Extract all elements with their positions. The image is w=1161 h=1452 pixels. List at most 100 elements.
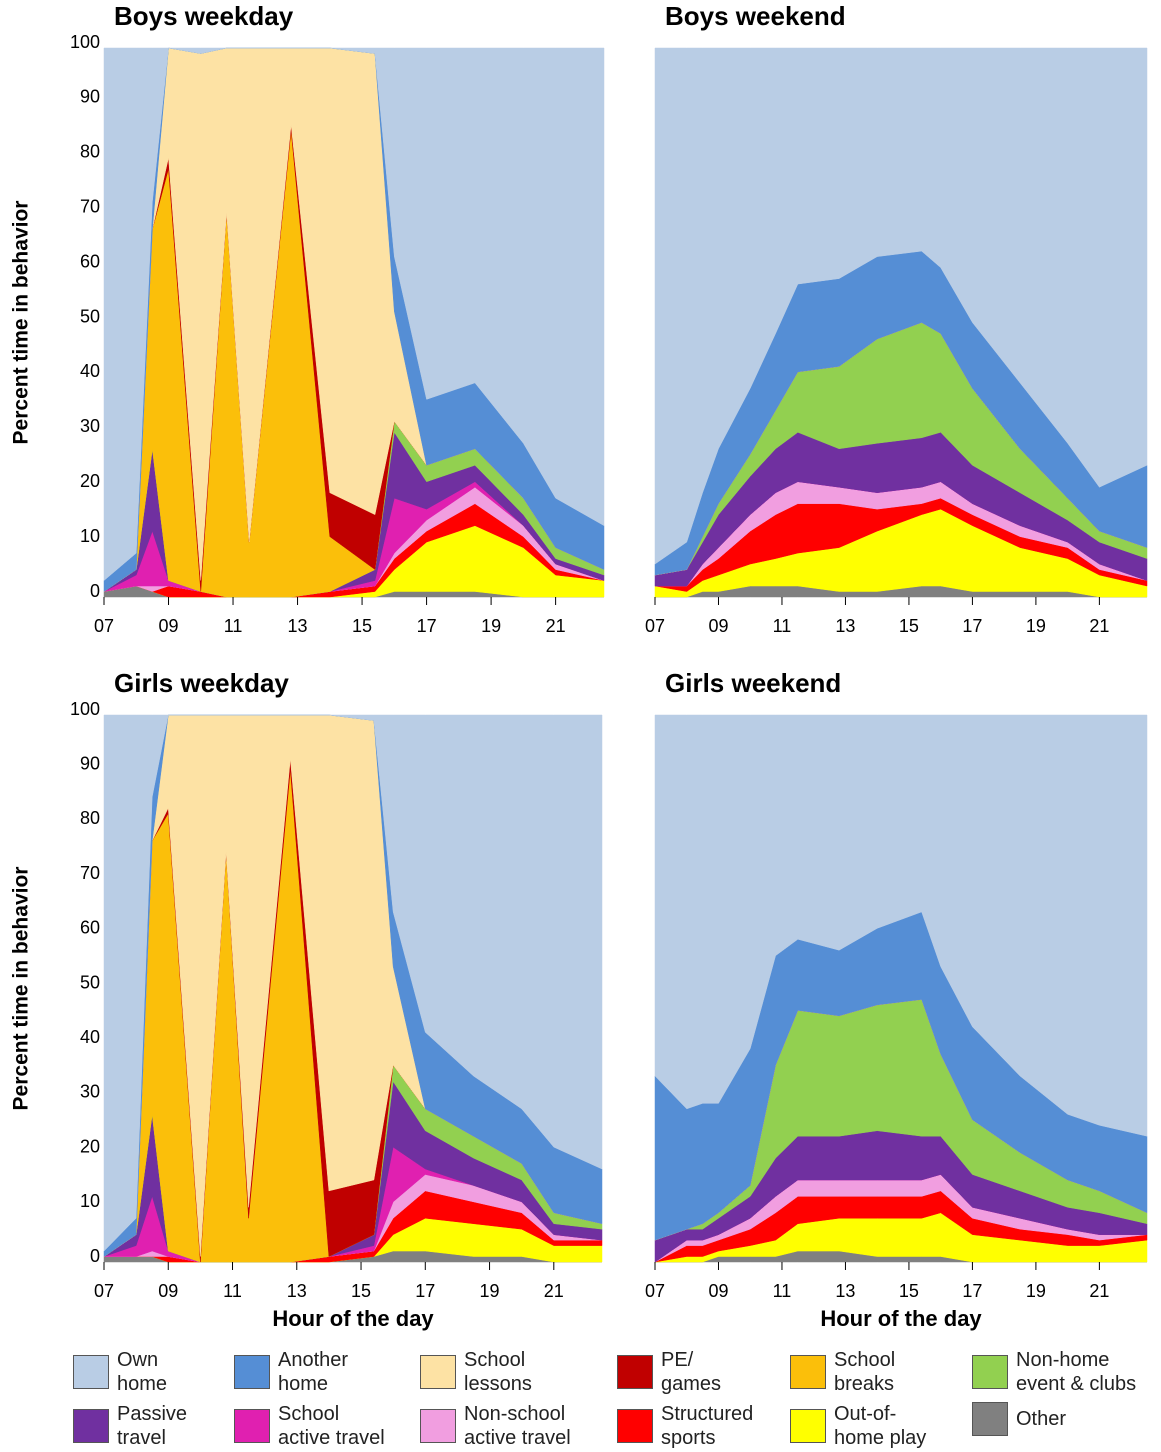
legend-item: School lessons — [420, 1348, 532, 1396]
y-tick-label: 60 — [80, 918, 100, 938]
x-tick-label: 21 — [544, 1281, 564, 1301]
x-tick-label: 09 — [159, 616, 179, 636]
legend-label: Structured sports — [661, 1403, 754, 1449]
y-tick-label: 50 — [80, 972, 100, 992]
legend-label: Own home — [117, 1349, 168, 1395]
legend-swatch — [73, 1355, 109, 1389]
y-tick-label: 10 — [80, 1191, 100, 1211]
x-tick-label: 13 — [288, 616, 308, 636]
y-tick-label: 30 — [80, 1082, 100, 1102]
legend-swatch — [617, 1409, 653, 1443]
legend-item: Non-school active travel — [420, 1402, 571, 1450]
legend-swatch — [790, 1355, 826, 1389]
x-tick-label: 19 — [1026, 616, 1046, 636]
y-tick-label: 40 — [80, 1027, 100, 1047]
y-axis-label: Percent time in behavior — [10, 867, 33, 1111]
chart-title: Girls weekend — [665, 668, 841, 698]
x-tick-label: 21 — [1089, 616, 1109, 636]
x-axis-label: Hour of the day — [272, 1306, 434, 1331]
x-tick-label: 17 — [415, 1281, 435, 1301]
legend-label: School breaks — [834, 1349, 896, 1395]
y-tick-label: 0 — [90, 581, 100, 601]
y-tick-label: 0 — [90, 1246, 100, 1266]
area — [103, 714, 603, 1252]
y-tick-label: 90 — [80, 87, 100, 107]
x-tick-label: 19 — [480, 1281, 500, 1301]
x-tick-label: 15 — [899, 1281, 919, 1301]
y-tick-label: 80 — [80, 142, 100, 162]
legend-swatch — [972, 1355, 1008, 1389]
y-tick-label: 50 — [80, 306, 100, 326]
legend-item: School active travel — [234, 1402, 385, 1450]
legend-swatch — [73, 1409, 109, 1443]
x-tick-label: 15 — [352, 616, 372, 636]
x-tick-label: 07 — [645, 616, 665, 636]
area — [654, 47, 1148, 565]
y-tick-label: 90 — [80, 753, 100, 773]
chart-title: Boys weekday — [114, 1, 294, 31]
legend-item: Out-of- home play — [790, 1402, 926, 1450]
legend-item: School breaks — [790, 1348, 895, 1396]
legend-item: Own home — [73, 1348, 167, 1396]
legend-swatch — [972, 1402, 1008, 1436]
legend-item: PE/ games — [617, 1348, 721, 1396]
y-tick-label: 40 — [80, 361, 100, 381]
legend-item: Non-home event & clubs — [972, 1348, 1136, 1396]
x-axis-label: Hour of the day — [820, 1306, 982, 1331]
y-tick-label: 100 — [70, 699, 100, 719]
legend-swatch — [234, 1409, 270, 1443]
chart-title: Boys weekend — [665, 1, 846, 31]
x-tick-label: 13 — [835, 616, 855, 636]
legend-item: Another home — [234, 1348, 348, 1396]
x-tick-label: 17 — [962, 1281, 982, 1301]
y-tick-label: 70 — [80, 863, 100, 883]
legend-label: Passive travel — [117, 1403, 188, 1449]
y-tick-label: 60 — [80, 251, 100, 271]
legend-swatch — [420, 1409, 456, 1443]
x-tick-label: 09 — [158, 1281, 178, 1301]
legend-item: Structured sports — [617, 1402, 753, 1450]
x-tick-label: 07 — [94, 616, 114, 636]
charts: Boys weekday 07 09 11 13 15 17 19 21 0 10 20 30 40 50 6… — [10, 1, 1148, 1331]
legend-swatch — [790, 1409, 826, 1443]
x-tick-label: 11 — [224, 616, 243, 636]
legend-label: Other — [1016, 1408, 1067, 1430]
x-tick-label: 19 — [1026, 1281, 1046, 1301]
x-tick-label: 17 — [417, 616, 437, 636]
legend-swatch — [420, 1355, 456, 1389]
x-tick-label: 19 — [481, 616, 501, 636]
legend-label: Non-home event & clubs — [1016, 1349, 1137, 1395]
x-tick-label: 17 — [962, 616, 982, 636]
y-tick-label: 30 — [80, 416, 100, 436]
y-tick-label: 70 — [80, 196, 100, 216]
x-tick-label: 09 — [708, 1281, 728, 1301]
x-tick-label: 13 — [287, 1281, 307, 1301]
x-tick-label: 15 — [351, 1281, 371, 1301]
legend-swatch — [617, 1355, 653, 1389]
legend-label: Non-school active travel — [464, 1403, 571, 1449]
area — [103, 47, 605, 582]
legend-item: Passive travel — [73, 1402, 187, 1450]
legend-swatch — [234, 1355, 270, 1389]
y-tick-label: 100 — [70, 32, 100, 52]
chart-title: Girls weekday — [114, 668, 289, 698]
y-tick-label: 20 — [80, 471, 100, 491]
legend-label: School lessons — [464, 1349, 532, 1395]
legend-label: School active travel — [278, 1403, 385, 1449]
x-tick-label: 21 — [546, 616, 566, 636]
x-tick-label: 15 — [899, 616, 919, 636]
x-tick-label: 21 — [1089, 1281, 1109, 1301]
x-tick-label: 11 — [223, 1281, 242, 1301]
legend-item: Other — [972, 1402, 1066, 1436]
legend-label: Out-of- home play — [834, 1403, 927, 1449]
x-tick-label: 07 — [645, 1281, 665, 1301]
x-tick-label: 11 — [773, 616, 792, 636]
legend-label: Another home — [278, 1349, 349, 1395]
y-axis-label: Percent time in behavior — [10, 201, 33, 445]
area — [654, 714, 1148, 1137]
legend-label: PE/ games — [661, 1349, 722, 1395]
y-tick-label: 80 — [80, 808, 100, 828]
y-tick-label: 10 — [80, 526, 100, 546]
y-tick-label: 20 — [80, 1136, 100, 1156]
